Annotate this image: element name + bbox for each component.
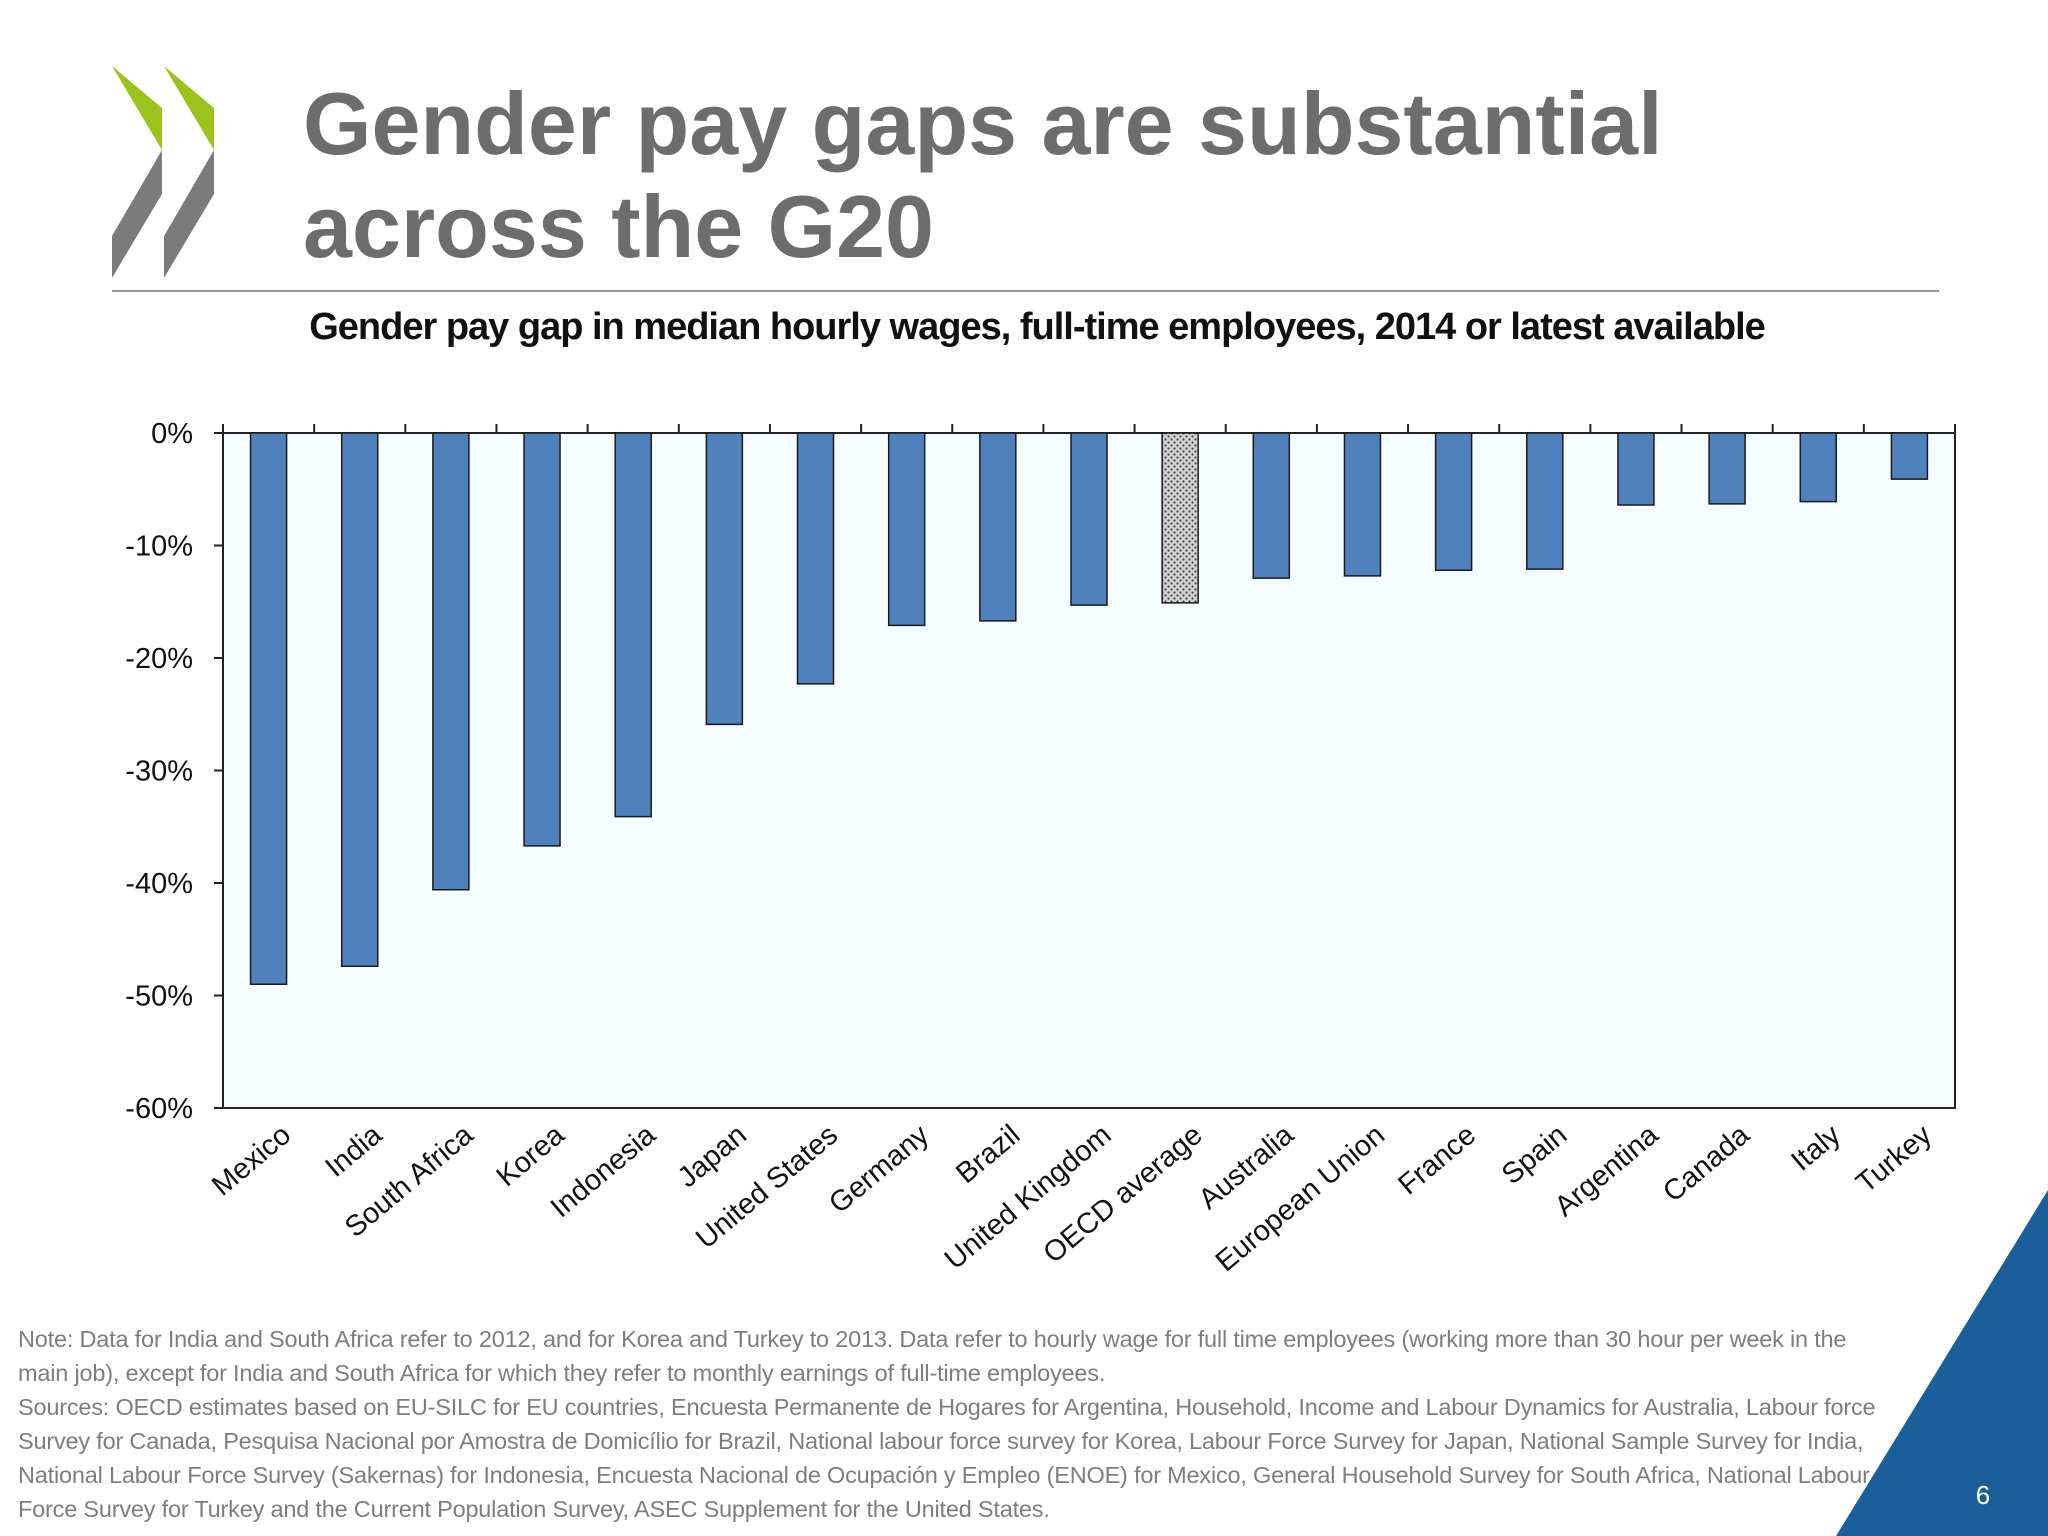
bar: [979, 432, 1017, 622]
x-tick-label: European Union: [1210, 1119, 1391, 1278]
logo-gray-chevron-left: [112, 150, 162, 278]
bar-highlight: [1161, 432, 1199, 604]
bar: [1708, 432, 1746, 505]
slide-title-line-1: Gender pay gaps are substantial: [303, 74, 1663, 173]
slide-title: Gender pay gaps are substantial across t…: [303, 72, 1903, 278]
title-divider: [112, 290, 1939, 292]
bar: [1343, 432, 1382, 577]
x-tick-label: Italy: [1785, 1119, 1847, 1178]
bar: [1799, 432, 1838, 503]
bar: [887, 432, 926, 627]
bar: [432, 432, 470, 891]
y-tick-label: -40%: [125, 868, 193, 900]
y-tick-label: -50%: [125, 981, 193, 1013]
x-tick-label: Canada: [1657, 1118, 1756, 1208]
logo-green-chevron-left: [112, 66, 162, 150]
x-tick-label: Argentina: [1549, 1118, 1665, 1223]
note-text: Note: Data for India and South Africa re…: [18, 1326, 1847, 1386]
bar: [340, 432, 379, 967]
slide-title-line-2: across the G20: [303, 177, 934, 276]
bar-chart: 0%-10%-20%-30%-40%-50%-60%Mexico IndiaSou…: [125, 418, 1956, 1278]
bar: [1252, 432, 1291, 579]
bar: [614, 432, 652, 818]
bar: [1526, 432, 1564, 570]
bar: [796, 432, 835, 685]
y-tick-label: -30%: [125, 756, 193, 788]
bar: [249, 432, 288, 985]
bar: [1890, 432, 1929, 480]
y-tick-label: -10%: [125, 531, 193, 563]
y-tick-label: 0%: [151, 418, 193, 450]
bar: [1070, 432, 1108, 606]
x-tick-label: Turkey: [1850, 1119, 1938, 1200]
chart-title: Gender pay gap in median hourly wages, f…: [309, 306, 1766, 348]
sources-text: Sources: OECD estimates based on EU-SILC…: [18, 1394, 1876, 1522]
oecd-logo: [112, 66, 214, 278]
y-tick-label: -60%: [125, 1093, 193, 1125]
page-number: 6: [1975, 1480, 1991, 1510]
logo-green-chevron-right: [164, 66, 214, 150]
bar: [523, 432, 561, 847]
y-tick-label: -20%: [125, 643, 193, 675]
footnotes: Note: Data for India and South Africa re…: [18, 1322, 1898, 1526]
x-tick-label: Mexico: [206, 1119, 297, 1203]
x-tick-label: Germany: [823, 1119, 935, 1220]
x-tick-label: Korea: [491, 1118, 572, 1193]
chart-layer: 0%-10%-20%-30%-40%-50%-60%Mexico IndiaSou…: [125, 418, 1956, 1278]
logo-gray-chevron-right: [164, 150, 214, 278]
bar: [1617, 432, 1655, 506]
x-tick-label: United Kingdom: [939, 1119, 1118, 1276]
bar: [1434, 432, 1473, 571]
x-tick-label: OECD average: [1037, 1119, 1208, 1270]
x-tick-label: Spain: [1496, 1119, 1573, 1191]
x-tick-label: India: [319, 1118, 388, 1183]
x-tick-label: Japan: [672, 1119, 753, 1194]
x-tick-label: Brazil: [950, 1119, 1026, 1190]
bar: [705, 432, 744, 726]
x-tick-label: France: [1392, 1119, 1482, 1202]
